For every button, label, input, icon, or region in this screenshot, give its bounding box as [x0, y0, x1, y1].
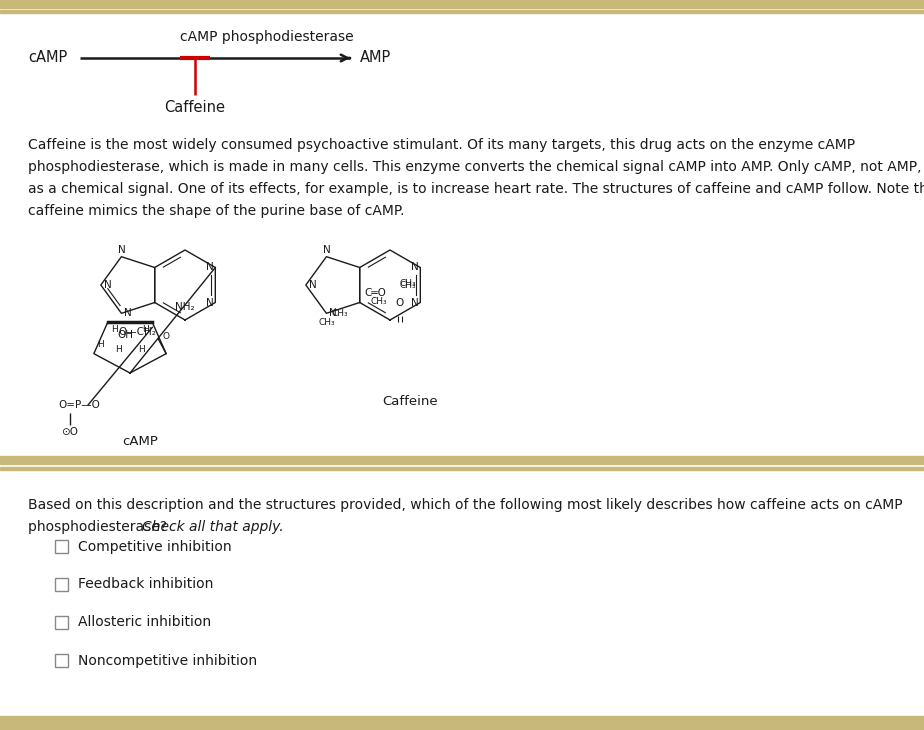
Text: H: H: [116, 345, 122, 355]
Text: O=P—O: O=P—O: [58, 400, 100, 410]
Text: Check all that apply.: Check all that apply.: [142, 520, 284, 534]
Text: O—CH₂: O—CH₂: [118, 326, 156, 337]
Text: ⊙O: ⊙O: [61, 427, 78, 437]
Text: CH₃: CH₃: [400, 280, 417, 288]
Text: N: N: [205, 298, 213, 307]
Text: O: O: [395, 298, 403, 308]
Text: Noncompetitive inhibition: Noncompetitive inhibition: [78, 653, 257, 667]
Text: O: O: [163, 332, 169, 341]
Text: H: H: [97, 339, 103, 349]
Text: cAMP: cAMP: [28, 50, 67, 66]
Text: N: N: [125, 308, 132, 318]
Bar: [0, 0, 924, 8]
Text: H: H: [138, 345, 145, 355]
Text: N: N: [103, 280, 112, 290]
Text: CH₃: CH₃: [332, 309, 348, 318]
Text: NH₂: NH₂: [176, 302, 195, 312]
Text: C═O: C═O: [365, 288, 386, 298]
Text: Based on this description and the structures provided, which of the following mo: Based on this description and the struct…: [28, 498, 903, 512]
Bar: [0, 10, 924, 13]
Bar: [55, 540, 68, 553]
Text: Caffeine is the most widely consumed psychoactive stimulant. Of its many targets: Caffeine is the most widely consumed psy…: [28, 138, 855, 152]
Text: Allosteric inhibition: Allosteric inhibition: [78, 615, 211, 629]
Text: AMP: AMP: [360, 50, 391, 66]
Bar: [0, 720, 924, 730]
Bar: [0, 716, 924, 719]
Text: Feedback inhibition: Feedback inhibition: [78, 577, 213, 591]
Text: N: N: [309, 280, 317, 290]
Text: cAMP phosphodiesterase: cAMP phosphodiesterase: [180, 30, 354, 44]
Text: caffeine mimics the shape of the purine base of cAMP.: caffeine mimics the shape of the purine …: [28, 204, 405, 218]
Text: Caffeine: Caffeine: [164, 100, 225, 115]
Text: H: H: [111, 326, 117, 334]
Text: CH₃: CH₃: [400, 282, 417, 291]
Text: N: N: [329, 308, 337, 318]
Text: phosphodiesterase, which is made in many cells. This enzyme converts the chemica: phosphodiesterase, which is made in many…: [28, 160, 924, 174]
Text: cAMP: cAMP: [122, 435, 158, 448]
Text: N: N: [117, 245, 126, 255]
Bar: [55, 616, 68, 629]
Text: CH₃: CH₃: [371, 297, 387, 306]
Bar: [55, 578, 68, 591]
Text: H: H: [142, 326, 150, 334]
Text: phosphodiesterase?: phosphodiesterase?: [28, 520, 171, 534]
Text: N: N: [205, 263, 213, 272]
Bar: [0, 456, 924, 464]
Text: CH₃: CH₃: [318, 318, 334, 327]
Text: Competitive inhibition: Competitive inhibition: [78, 539, 232, 553]
Text: N: N: [410, 263, 419, 272]
Text: N: N: [410, 298, 419, 307]
Text: as a chemical signal. One of its effects, for example, is to increase heart rate: as a chemical signal. One of its effects…: [28, 182, 924, 196]
Text: OH: OH: [117, 331, 134, 340]
Bar: [0, 467, 924, 470]
Text: N: N: [322, 245, 330, 255]
Text: Caffeine: Caffeine: [383, 395, 438, 408]
Bar: [55, 654, 68, 667]
